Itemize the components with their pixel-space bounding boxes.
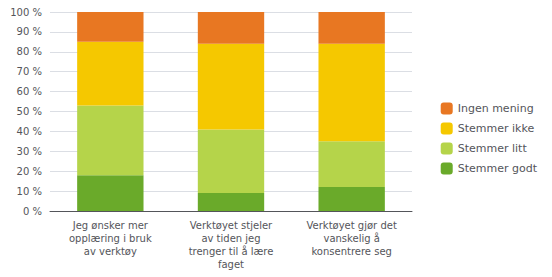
svg-text:trenger til å lære: trenger til å lære [189, 245, 274, 257]
svg-text:10 %: 10 % [17, 186, 42, 197]
svg-text:20 %: 20 % [17, 166, 42, 177]
svg-text:Stemmer godt: Stemmer godt [458, 162, 538, 175]
svg-text:0 %: 0 % [23, 206, 42, 217]
svg-text:opplæring i bruk: opplæring i bruk [69, 233, 152, 244]
svg-text:90 %: 90 % [17, 26, 42, 37]
svg-text:vanskelig å: vanskelig å [323, 232, 379, 244]
svg-text:Verktøyet gjør det: Verktøyet gjør det [307, 220, 397, 231]
svg-text:50 %: 50 % [17, 106, 42, 117]
svg-text:30 %: 30 % [17, 146, 42, 157]
svg-text:av tiden jeg: av tiden jeg [201, 233, 260, 244]
svg-text:av verktøy: av verktøy [84, 246, 137, 257]
svg-text:Stemmer ikke: Stemmer ikke [458, 122, 535, 135]
svg-text:Jeg ønsker mer: Jeg ønsker mer [72, 220, 149, 231]
svg-text:60 %: 60 % [17, 86, 42, 97]
svg-text:Ingen mening: Ingen mening [458, 102, 534, 115]
svg-text:faget: faget [218, 259, 244, 270]
svg-text:100 %: 100 % [10, 7, 42, 18]
svg-text:konsentrere seg: konsentrere seg [311, 246, 392, 257]
svg-text:80 %: 80 % [17, 46, 42, 57]
svg-text:Stemmer litt: Stemmer litt [458, 142, 528, 155]
svg-text:70 %: 70 % [17, 66, 42, 77]
svg-text:Verktøyet stjeler: Verktøyet stjeler [190, 220, 273, 231]
svg-text:40 %: 40 % [17, 126, 42, 137]
